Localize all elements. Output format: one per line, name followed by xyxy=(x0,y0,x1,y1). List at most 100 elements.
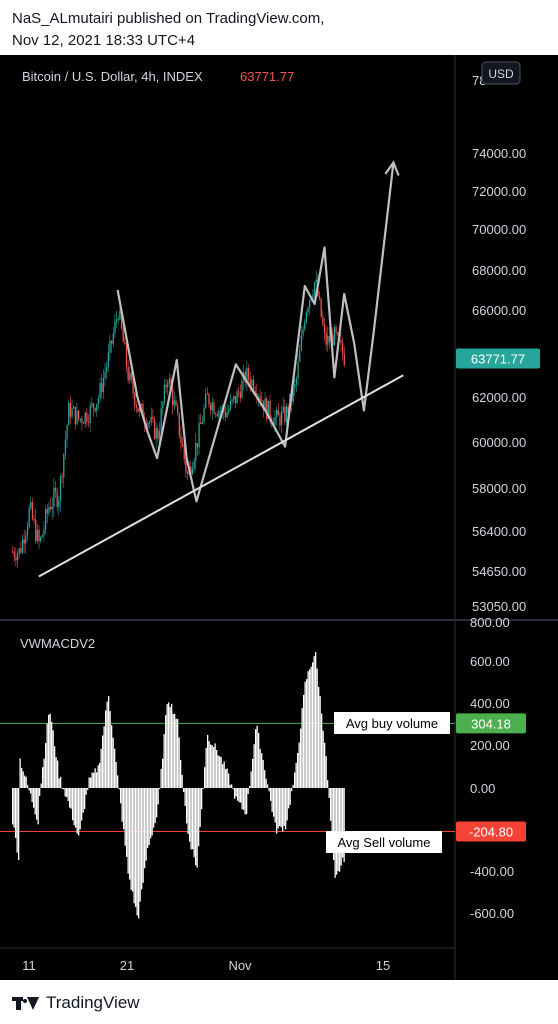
histogram-bar xyxy=(166,704,168,788)
avg-sell-annotation[interactable] xyxy=(326,831,442,853)
histogram-bar xyxy=(22,771,24,788)
histogram-bar xyxy=(220,757,222,788)
candle xyxy=(23,539,25,544)
histogram-bar xyxy=(141,788,143,890)
candle xyxy=(162,402,164,409)
candle xyxy=(54,487,57,492)
histogram-bar xyxy=(267,784,269,788)
candle xyxy=(33,519,35,521)
candle xyxy=(294,384,296,389)
indicator-axis-tick: -600.00 xyxy=(470,906,514,921)
avg-sell-badge xyxy=(456,821,526,842)
histogram-bar xyxy=(84,788,86,809)
histogram-bar xyxy=(309,669,311,788)
candle xyxy=(224,412,227,418)
candle xyxy=(76,410,78,424)
price-axis-tick: 60000.00 xyxy=(472,435,526,450)
price-axis-tick: 72000.00 xyxy=(472,184,526,199)
histogram-bar xyxy=(288,788,290,809)
histogram-bar xyxy=(33,788,35,808)
candle xyxy=(267,400,270,419)
candle xyxy=(125,344,128,367)
currency-button[interactable] xyxy=(481,61,521,85)
histogram-bar xyxy=(165,715,167,788)
candle xyxy=(299,350,301,362)
candle xyxy=(163,384,166,403)
zigzag-pattern[interactable] xyxy=(116,162,395,503)
histogram-bar xyxy=(234,788,236,799)
candle xyxy=(106,366,108,373)
histogram-bar xyxy=(286,788,288,821)
candle xyxy=(181,442,184,447)
price-axis-tick: 66000.00 xyxy=(472,303,526,318)
target-arrow-head[interactable] xyxy=(384,160,400,176)
histogram-bar xyxy=(168,702,170,788)
histogram-bar xyxy=(172,713,174,788)
candle xyxy=(249,379,251,387)
candle xyxy=(48,507,50,514)
candle xyxy=(327,335,329,345)
histogram-bar xyxy=(183,788,185,792)
candle xyxy=(262,400,265,410)
price-axis-tick: 54650.00 xyxy=(472,564,526,579)
histogram-bar xyxy=(318,686,320,788)
histogram-bar xyxy=(211,745,213,788)
histogram-bar xyxy=(196,788,198,868)
histogram-bar xyxy=(115,762,117,788)
candle xyxy=(307,308,309,313)
candle xyxy=(168,378,171,384)
candle xyxy=(18,548,20,554)
candle xyxy=(213,402,215,414)
histogram-bar xyxy=(114,748,116,788)
candle xyxy=(231,399,233,402)
avg-buy-annotation-text: Avg buy volume xyxy=(346,716,438,731)
avg-buy-annotation[interactable] xyxy=(334,712,450,734)
candle xyxy=(111,340,113,344)
histogram-bar xyxy=(75,788,77,828)
candle xyxy=(233,396,235,400)
candle xyxy=(337,332,339,335)
histogram-bar xyxy=(96,772,98,788)
histogram-bar xyxy=(54,746,56,788)
candle xyxy=(91,403,93,406)
publish-date: Nov 12, 2021 18:33 UTC+4 xyxy=(12,32,196,49)
histogram-bar xyxy=(46,723,48,788)
histogram-bar xyxy=(160,768,162,788)
histogram-bar xyxy=(63,788,65,790)
histogram-bar xyxy=(37,788,39,825)
candle xyxy=(140,403,142,406)
candle xyxy=(132,379,134,394)
histogram-bar xyxy=(111,725,113,788)
histogram-bar xyxy=(123,788,125,830)
histogram-bar xyxy=(226,768,228,788)
candle xyxy=(284,406,286,422)
histogram-bar xyxy=(271,788,273,813)
histogram-bar xyxy=(147,788,149,848)
histogram-bar xyxy=(310,666,312,788)
histogram-bar xyxy=(289,788,291,805)
candle xyxy=(147,422,149,428)
candle xyxy=(148,422,151,424)
candle xyxy=(266,398,268,419)
histogram-bar xyxy=(304,681,306,788)
candle xyxy=(200,422,202,424)
histogram-bar xyxy=(223,761,225,788)
histogram-bar xyxy=(106,701,108,788)
price-axis-tick: 68000.00 xyxy=(472,263,526,278)
histogram-bar xyxy=(112,737,114,788)
histogram-bar xyxy=(51,721,53,788)
candle xyxy=(280,411,283,426)
candle xyxy=(252,379,255,392)
histogram-bar xyxy=(43,758,45,788)
histogram-bar xyxy=(246,788,248,815)
support-trendline[interactable] xyxy=(38,374,404,578)
currency-button-label: USD xyxy=(488,67,514,81)
candle xyxy=(73,406,75,409)
histogram-bar xyxy=(285,788,287,830)
histogram-bar xyxy=(202,788,204,789)
candle xyxy=(74,406,76,424)
histogram-bar xyxy=(198,788,200,847)
candle xyxy=(165,384,167,388)
histogram-bar xyxy=(21,767,23,788)
histogram-bar xyxy=(163,734,165,788)
